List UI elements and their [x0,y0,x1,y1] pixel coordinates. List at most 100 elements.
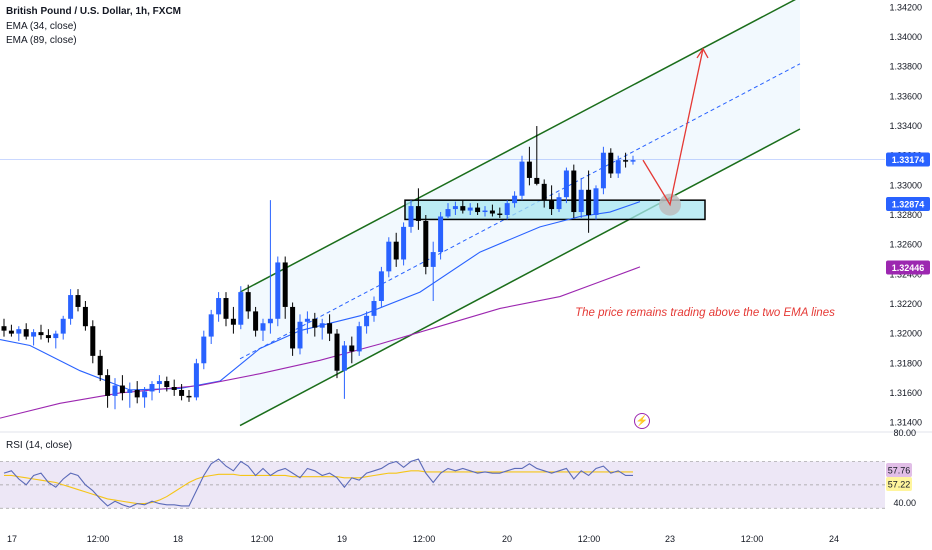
candle-body [82,306,88,327]
candle-body [586,189,592,215]
candle-body [304,318,310,322]
candle-body [38,332,44,336]
price-tick-label: 1.33800 [889,62,922,72]
price-tick-label: 1.32600 [889,240,922,250]
candle-body [119,385,125,393]
candle-body [1,326,7,331]
candle-body [445,209,451,217]
candle-body [282,262,288,307]
candle-body [90,326,96,356]
candle-body [8,330,14,334]
candle-body [75,295,81,307]
arrow-head [696,47,709,59]
channel-upper-line [239,0,796,293]
candle-body [164,381,170,387]
candle-body [356,326,362,352]
candle-body [105,375,111,396]
candle-body [401,226,407,260]
candle-body [608,152,614,174]
candle-body [297,321,303,349]
candle-body [364,315,370,327]
time-tick-label: 12:00 [413,534,436,544]
price-label-text: 1.32446 [892,263,925,273]
candle-body [31,332,37,337]
projection-arrow [642,48,704,207]
price-label-text: 1.32874 [892,200,925,210]
time-tick-label: 24 [829,534,839,544]
rsi-ma-line [4,470,633,505]
candle-body [460,206,466,211]
lightning-bolt-icon[interactable]: ⚡ [634,413,650,429]
price-tick-label: 1.34200 [889,2,922,12]
price-tick-label: 1.32800 [889,210,922,220]
candle-body [623,160,629,162]
candle-body [334,333,340,371]
candle-body [600,152,606,189]
rsi-label-text: 57.76 [888,466,911,476]
time-tick-label: 20 [502,534,512,544]
time-tick-label: 12:00 [741,534,764,544]
candle-body [127,389,133,393]
candle-body [193,363,199,398]
candle-body [142,391,148,398]
price-tick-label: 1.33400 [889,121,922,131]
candle-body [349,345,355,352]
candle-body [430,252,436,267]
rsi-tick-label: 80.00 [893,428,916,438]
price-label-badge [886,152,930,167]
price-tick-label: 1.31800 [889,358,922,368]
time-tick-label: 17 [7,534,17,544]
candle-body [253,311,259,331]
candle-body [438,216,444,253]
candle-body [245,292,251,312]
candle-body [260,323,266,331]
candle-body [408,206,414,227]
candle-body [327,323,333,334]
candle-body [112,385,118,396]
price-tick-label: 1.31400 [889,418,922,428]
candle-body [512,195,518,204]
candle-body [475,207,481,213]
candle-body [593,188,599,215]
candle-body [216,298,222,315]
candle-body [497,213,503,215]
ema34-legend: EMA (34, close) [6,21,77,32]
candle-body [186,395,192,398]
candle-body [519,161,525,196]
candle-body [68,295,74,319]
rsi-label-badge [886,477,912,491]
price-tick-label: 1.33000 [889,180,922,190]
candle-body [541,183,547,201]
candle-body [134,389,140,398]
rsi-label-text: 57.22 [888,480,911,490]
rsi-tick-label: 40.00 [893,498,916,508]
candle-body [630,160,636,162]
price-tick-label: 1.31600 [889,388,922,398]
candle-body [489,210,495,214]
candle-body [319,323,325,328]
candle-body [563,170,569,198]
price-label-badge [886,197,930,212]
candle-body [179,389,185,396]
rsi-label-badge [886,463,912,477]
candle-body [504,203,510,215]
candle-body [45,335,51,339]
candle-body [223,298,229,319]
candle-body [230,318,236,325]
candle-body [275,262,281,319]
time-tick-label: 12:00 [578,534,601,544]
candle-body [415,206,421,221]
price-label-badge [886,260,930,275]
candle-body [556,197,562,210]
price-tick-label: 1.32000 [889,329,922,339]
rsi-line [3,458,633,508]
time-tick-label: 12:00 [87,534,110,544]
candle-body [452,206,458,210]
candle-body [149,384,155,392]
candle-body [208,314,214,337]
candle-body [578,189,584,213]
time-tick-label: 18 [173,534,183,544]
candle-body [156,381,162,385]
time-tick-label: 23 [665,534,675,544]
